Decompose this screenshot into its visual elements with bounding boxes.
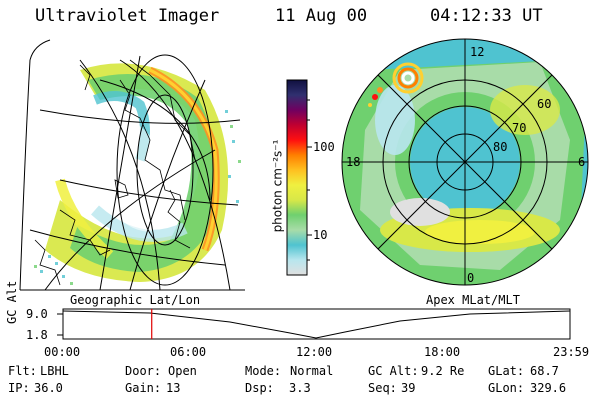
timeline-ytick-top: 9.0: [26, 307, 48, 321]
info-ip-label: IP:: [8, 381, 30, 395]
lat-label-60: 60: [537, 97, 552, 111]
info-glon-value: 329.6: [530, 381, 567, 395]
info-filter-value: LBHL: [40, 364, 69, 378]
right-panel-caption: Apex MLat/MLT: [426, 293, 520, 307]
timeline-plot: [57, 308, 571, 340]
colorbar-tick-10: 10: [313, 228, 328, 242]
info-seq-label: Seq:: [368, 381, 397, 395]
colorbar-tick-100: 100: [313, 140, 335, 154]
info-door-label: Door:: [125, 364, 162, 378]
info-glon-label: GLon:: [488, 381, 525, 395]
timeline-xtick-4: 23:59: [553, 345, 590, 359]
info-door-value: Open: [168, 364, 197, 378]
mlt-label-noon: 12: [470, 45, 485, 59]
info-gcalt-value: 9.2 Re: [421, 364, 465, 378]
info-mode-label: Mode:: [245, 364, 282, 378]
instrument-title: Ultraviolet Imager: [35, 6, 220, 26]
info-dsp-label: Dsp:: [245, 381, 274, 395]
time-label: 04:12:33 UT: [430, 6, 543, 26]
coastlines: [34, 59, 196, 286]
lat-label-80: 80: [493, 140, 508, 154]
colorbar: [286, 79, 312, 276]
info-glat-label: GLat:: [488, 364, 525, 378]
geographic-grid: [19, 39, 245, 291]
mlt-label-dawn: 6: [578, 155, 586, 169]
colorbar-unit-label: photon cm⁻²s⁻¹: [269, 139, 284, 233]
mlt-label-dusk: 18: [346, 155, 361, 169]
info-mode-value: Normal: [290, 364, 334, 378]
timeline-xtick-0: 00:00: [44, 345, 81, 359]
info-seq-value: 39: [401, 381, 416, 395]
info-gain-label: Gain:: [125, 381, 162, 395]
info-gcalt-label: GC Alt:: [368, 364, 419, 378]
lat-label-70: 70: [512, 121, 527, 135]
mlt-label-midnight: 0: [467, 271, 475, 285]
info-filter-label: Flt:: [8, 364, 37, 378]
timeline-xtick-1: 06:00: [170, 345, 207, 359]
polar-grid: [341, 38, 589, 286]
info-gain-value: 13: [166, 381, 181, 395]
timeline-ytick-bottom: 1.8: [26, 328, 48, 342]
info-dsp-value: 3.3: [289, 381, 311, 395]
timeline-xtick-3: 18:00: [424, 345, 461, 359]
left-panel-caption: Geographic Lat/Lon: [70, 293, 201, 307]
timeline-axis-label: GC Alt: [5, 280, 19, 324]
timeline-xtick-2: 12:00: [296, 345, 333, 359]
info-ip-value: 36.0: [34, 381, 63, 395]
info-glat-value: 68.7: [530, 364, 559, 378]
date-label: 11 Aug 00: [275, 6, 368, 26]
